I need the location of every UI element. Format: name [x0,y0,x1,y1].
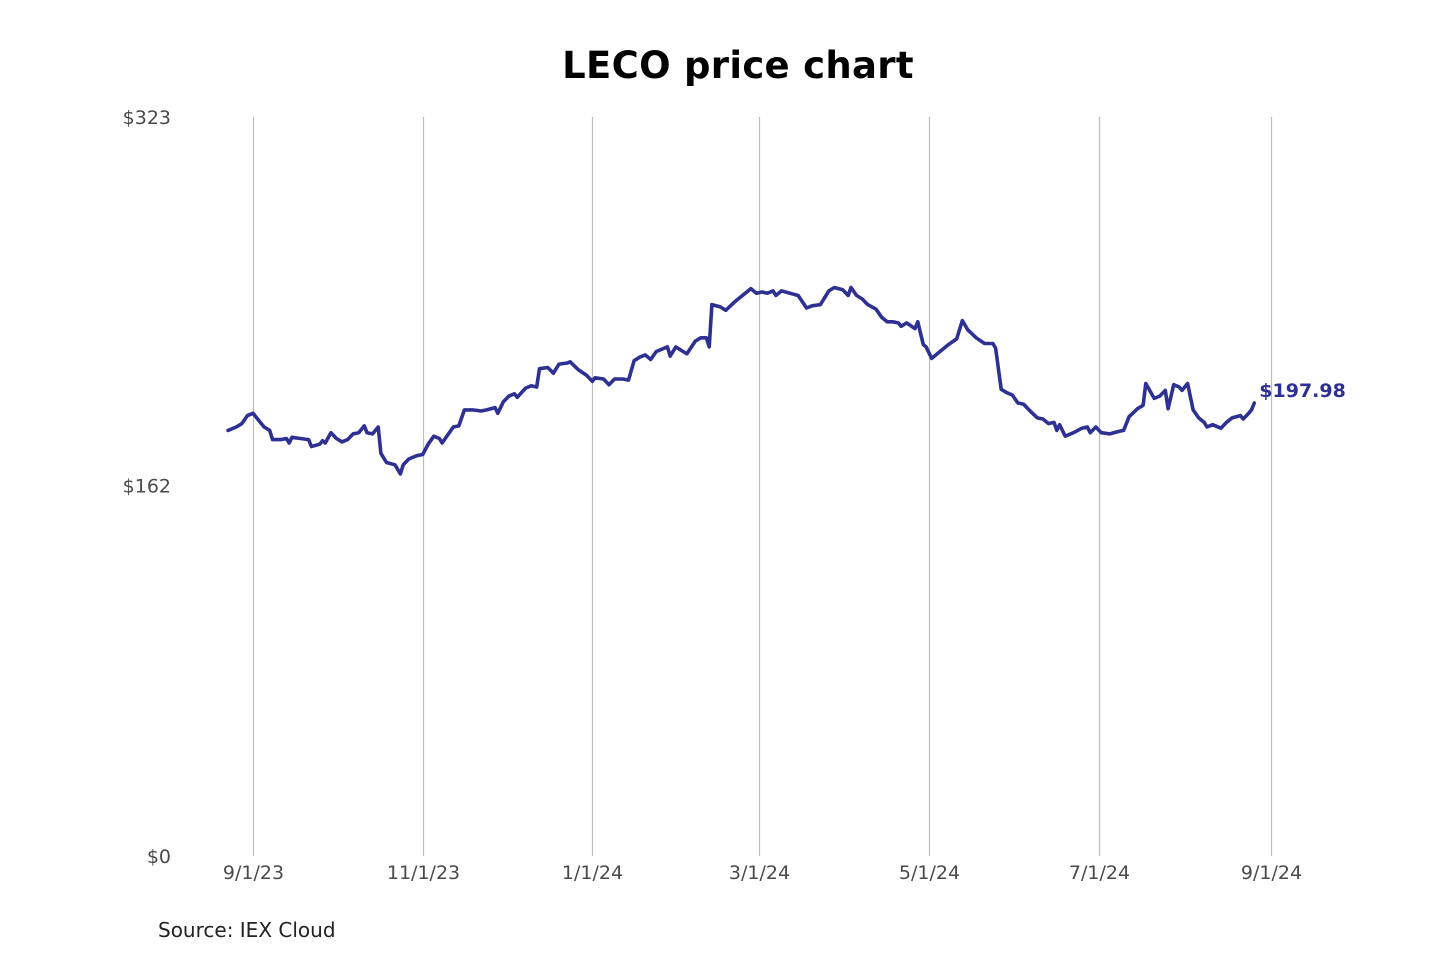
series-layer [226,285,1257,476]
annotation-layer: $197.98 [1259,380,1346,402]
series-line-leco [226,285,1257,476]
chart-title: LECO price chart [562,44,914,87]
x-tick-label: 7/1/24 [1069,862,1130,884]
x-tick-label: 9/1/24 [1241,862,1302,884]
y-tick-label: $323 [123,107,171,129]
x-tick-label: 5/1/24 [899,862,960,884]
y-tick-label: $0 [147,846,171,868]
x-axis: 9/1/23 11/1/23 1/1/24 3/1/24 5/1/24 7/1/24 9/1… [223,862,1302,884]
x-tick-label: 9/1/23 [223,862,284,884]
x-tick-label: 11/1/23 [387,862,460,884]
y-tick-label: $162 [123,475,171,497]
last-price-label: $197.98 [1259,380,1346,402]
source-note: Source: IEX Cloud [158,918,336,942]
y-axis: $0 $162 $323 [123,107,171,868]
x-tick-label: 1/1/24 [562,862,623,884]
x-tick-label: 3/1/24 [729,862,790,884]
gridlines [252,117,1273,856]
